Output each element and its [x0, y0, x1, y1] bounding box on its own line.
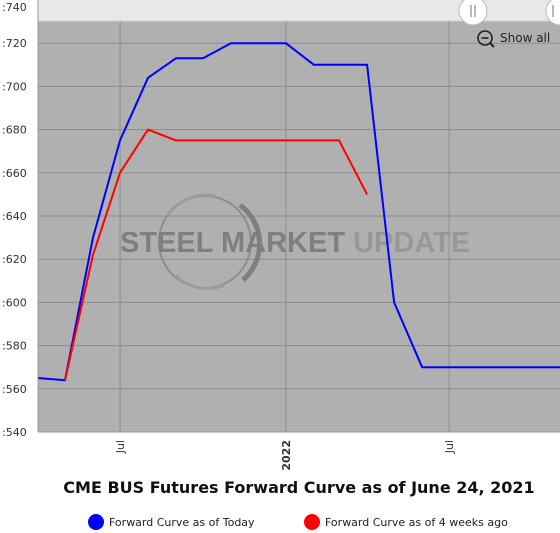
y-tick-label: :560 [2, 383, 27, 396]
legend-label-4-weeks-ago: Forward Curve as of 4 weeks ago [325, 516, 508, 529]
zoom-out-icon [477, 30, 495, 48]
legend-marker-today [88, 514, 104, 530]
y-tick-label: :740 [2, 1, 27, 14]
show-all-button[interactable]: Show all [477, 30, 550, 48]
x-axis-ticks: Jul 2022 Jul [114, 440, 456, 471]
chart-title: CME BUS Futures Forward Curve as of June… [63, 478, 534, 497]
legend-marker-4-weeks-ago [304, 514, 320, 530]
legend-item-today[interactable]: Forward Curve as of Today [88, 514, 255, 530]
x-tick-label: Jul [443, 440, 456, 454]
svg-text:STEEL MARKET UPDATE: STEEL MARKET UPDATE [120, 227, 470, 259]
navigator-handle-left[interactable] [458, 0, 488, 26]
watermark-text-light: UPDATE [353, 227, 470, 259]
series-lines [37, 42, 560, 382]
steel-market-update-watermark: STEEL MARKET UPDATE [120, 193, 470, 290]
y-tick-label: :640 [2, 210, 27, 223]
y-tick-label: :620 [2, 253, 27, 266]
y-tick-label: :600 [2, 296, 27, 309]
navigator-handle-right[interactable] [545, 0, 560, 26]
watermark-text-dark: STEEL MARKET [120, 227, 353, 259]
series-line-today[interactable] [37, 42, 560, 382]
y-axis-ticks: :540 :560 :580 :600 :620 :640 :660 :680 :700 :720… [2, 1, 27, 439]
navigator-strip[interactable] [38, 0, 560, 21]
y-tick-label: :540 [2, 426, 27, 439]
show-all-label: Show all [500, 31, 550, 45]
y-tick-label: :580 [2, 340, 27, 353]
y-tick-label: :700 [2, 80, 27, 93]
x-tick-label: 2022 [280, 440, 293, 471]
legend-item-4-weeks-ago[interactable]: Forward Curve as of 4 weeks ago [304, 514, 508, 530]
x-tick-label: Jul [114, 440, 127, 454]
y-tick-label: :720 [2, 37, 27, 50]
y-tick-label: :660 [2, 167, 27, 180]
legend: Forward Curve as of Today Forward Curve … [88, 514, 508, 530]
series-line-4-weeks-ago[interactable] [64, 128, 368, 381]
legend-label-today: Forward Curve as of Today [109, 516, 255, 529]
y-tick-label: :680 [2, 124, 27, 137]
drag-handle-icon [470, 5, 476, 17]
